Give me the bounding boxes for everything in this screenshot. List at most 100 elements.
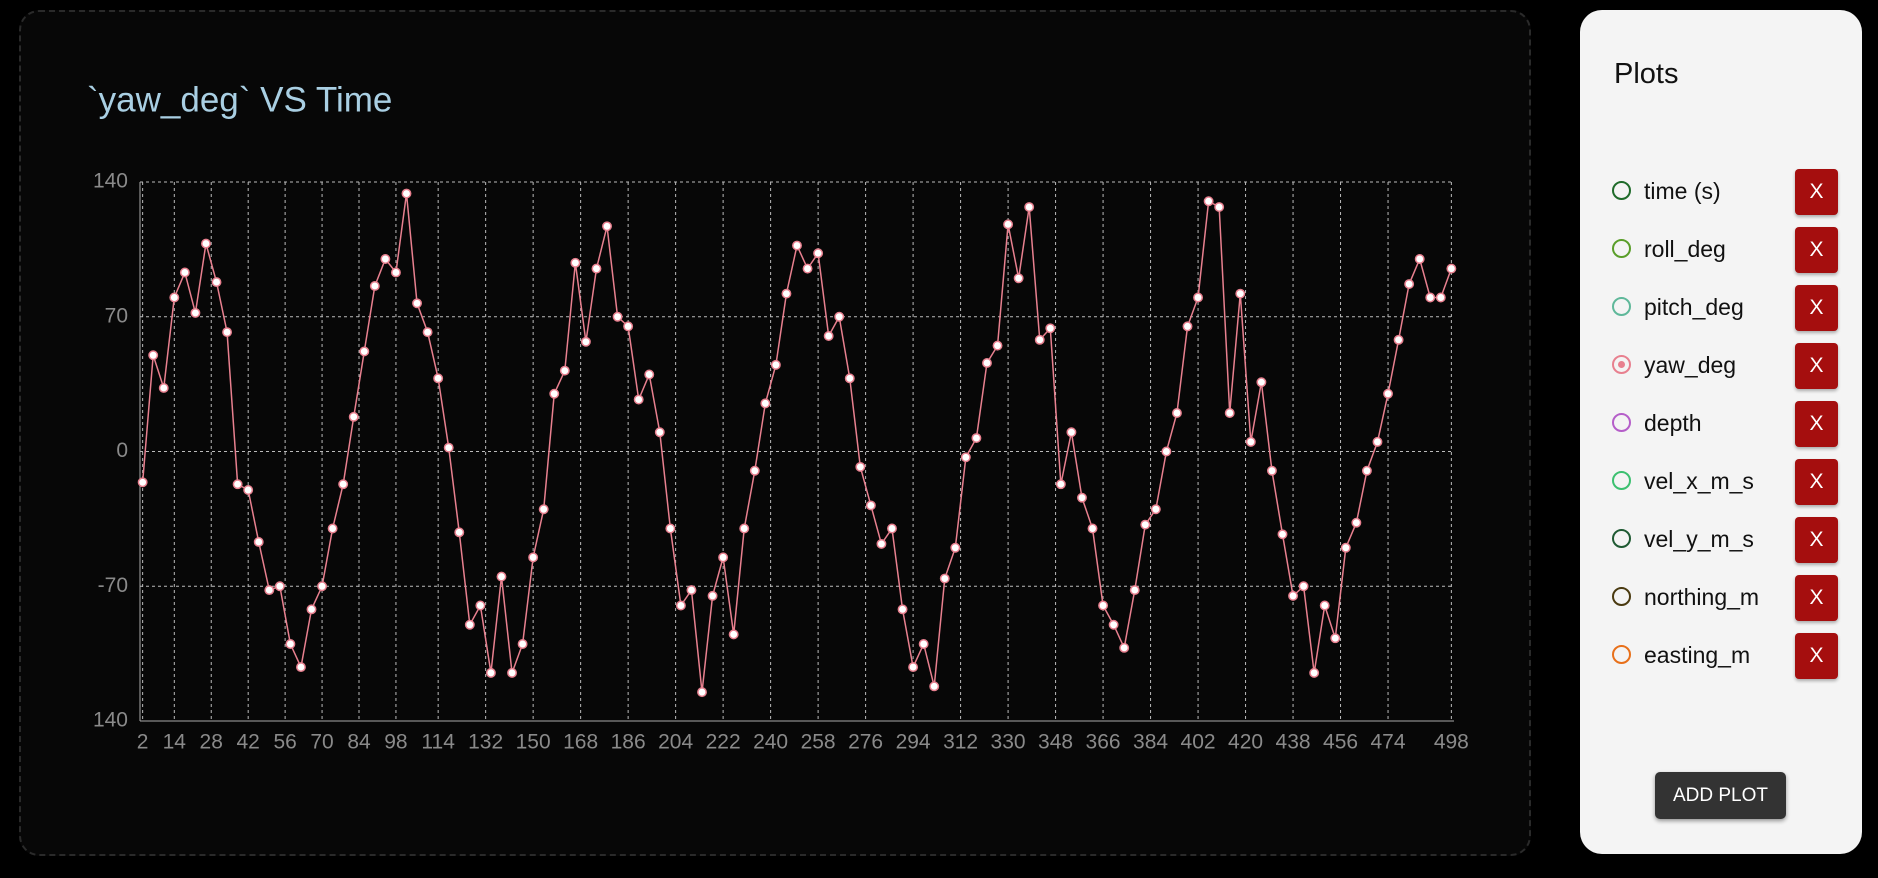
x-tick-label: 42: [237, 731, 260, 754]
data-point: [1150, 504, 1161, 515]
data-point: [760, 398, 771, 409]
data-point: [1361, 465, 1372, 476]
data-point: [844, 373, 855, 384]
plot-radio[interactable]: [1612, 297, 1631, 316]
data-point: [380, 254, 391, 264]
plot-item: vel_y_m_s X: [1612, 517, 1842, 563]
x-tick-label: 28: [200, 731, 223, 754]
plot-item: easting_m X: [1612, 633, 1842, 679]
plot-label: depth: [1644, 410, 1702, 436]
data-point: [169, 292, 180, 303]
plot-radio[interactable]: [1612, 181, 1631, 200]
x-tick-label: 70: [310, 731, 333, 754]
data-point: [739, 523, 750, 534]
data-point: [1446, 263, 1457, 274]
data-point: [528, 552, 539, 563]
data-point: [855, 461, 866, 472]
plot-label: northing_m: [1644, 584, 1760, 610]
data-point: [1013, 273, 1024, 284]
y-tick-label: 0: [116, 439, 128, 462]
data-point: [1330, 633, 1341, 644]
data-point: [285, 639, 296, 649]
remove-button[interactable]: X: [1795, 633, 1838, 679]
data-point: [1298, 581, 1309, 592]
plot-item: roll_deg X: [1612, 227, 1842, 273]
remove-button[interactable]: X: [1795, 227, 1838, 273]
plot-label: yaw_deg: [1644, 352, 1737, 378]
x-tick-label: 2: [137, 731, 149, 754]
plot-radio[interactable]: [1612, 471, 1631, 490]
plot-label: roll_deg: [1644, 236, 1726, 262]
x-tick-label: 420: [1228, 731, 1263, 754]
x-tick-label: 240: [753, 731, 788, 754]
data-point: [802, 263, 813, 274]
x-tick-label: 56: [273, 731, 296, 754]
remove-button[interactable]: X: [1795, 285, 1838, 331]
add-plot-button[interactable]: ADD PLOT: [1655, 772, 1786, 819]
plot-label: vel_y_m_s: [1644, 526, 1754, 552]
plot-radio[interactable]: [1612, 413, 1631, 432]
data-point: [770, 359, 781, 370]
plot-radio[interactable]: [1612, 587, 1631, 606]
plot-radio[interactable]: [1612, 355, 1631, 374]
data-point: [950, 542, 961, 553]
data-point: [1108, 619, 1119, 630]
data-point: [433, 373, 444, 384]
plot-radio[interactable]: [1612, 239, 1631, 258]
remove-button[interactable]: X: [1795, 401, 1838, 447]
data-point: [1266, 465, 1277, 476]
data-point: [1245, 436, 1256, 447]
x-tick-label: 312: [943, 731, 978, 754]
data-point: [443, 442, 454, 453]
data-point: [148, 350, 159, 361]
data-point: [1393, 334, 1404, 345]
data-point: [781, 288, 792, 299]
data-point: [1045, 323, 1056, 334]
x-tick-label: 114: [421, 731, 455, 754]
remove-button[interactable]: X: [1795, 169, 1838, 215]
data-point: [675, 600, 686, 611]
data-point: [1235, 288, 1246, 299]
data-point: [982, 358, 992, 368]
data-point: [1319, 600, 1330, 611]
remove-button[interactable]: X: [1795, 459, 1838, 505]
data-point: [686, 585, 697, 596]
data-point: [1172, 408, 1182, 418]
data-point: [633, 394, 644, 405]
radio-dot: [1618, 361, 1625, 368]
data-point: [1435, 292, 1446, 303]
data-point: [992, 340, 1003, 351]
data-point: [1161, 446, 1172, 457]
data-point: [865, 500, 876, 511]
data-point: [1309, 667, 1320, 678]
data-point: [697, 687, 707, 698]
data-point: [306, 604, 317, 615]
data-point: [179, 267, 190, 278]
data-point: [1224, 408, 1235, 418]
data-point: [1034, 334, 1045, 345]
x-tick-label: 276: [848, 731, 883, 754]
remove-button[interactable]: X: [1795, 575, 1838, 621]
plot-radio[interactable]: [1612, 529, 1631, 548]
plot-label: time (s): [1644, 178, 1721, 204]
x-tick-label: 438: [1276, 731, 1311, 754]
data-point: [876, 538, 887, 549]
remove-button[interactable]: X: [1795, 517, 1838, 563]
data-point: [908, 662, 919, 673]
data-point: [274, 581, 285, 592]
y-tick-label: 140: [93, 170, 128, 193]
x-tick-label: 348: [1038, 731, 1073, 754]
data-point: [1372, 436, 1383, 447]
data-point: [222, 327, 233, 338]
x-tick-label: 402: [1181, 731, 1216, 754]
y-tick-label: 70: [105, 304, 128, 327]
data-point: [707, 590, 718, 601]
remove-button[interactable]: X: [1795, 343, 1838, 389]
x-tick-label: 14: [163, 731, 187, 754]
data-point: [264, 585, 275, 596]
data-point: [1098, 600, 1109, 611]
plot-radio[interactable]: [1612, 645, 1631, 664]
data-point: [749, 465, 760, 476]
data-point: [317, 581, 328, 592]
